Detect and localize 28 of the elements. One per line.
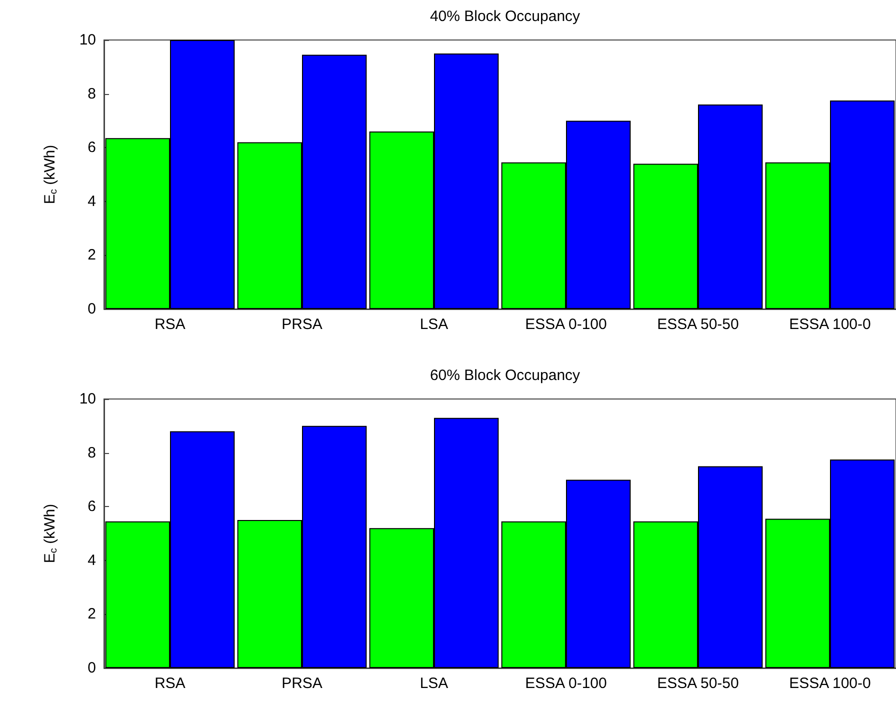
y-axis-title: Ec (kWh) bbox=[42, 504, 60, 564]
y-tick-label: 2 bbox=[88, 606, 96, 623]
x-tick-label: ESSA 100-0 bbox=[789, 675, 871, 692]
y-tick-label: 4 bbox=[88, 192, 96, 210]
y-tick-label: 10 bbox=[79, 32, 96, 48]
x-tick-label: RSA bbox=[154, 675, 186, 692]
y-tick-label: 10 bbox=[79, 390, 96, 408]
y-tick-label: 4 bbox=[88, 552, 96, 569]
y-tick-label: 0 bbox=[88, 300, 96, 318]
y-tick-label: 6 bbox=[88, 139, 96, 156]
y-tick-label: 0 bbox=[88, 660, 96, 676]
x-tick-label: PRSA bbox=[282, 675, 322, 692]
x-tick-label: ESSA 50-50 bbox=[657, 675, 739, 692]
chart-title: 60% Block Occupancy bbox=[430, 367, 581, 384]
x-tick-label: ESSA 50-50 bbox=[657, 316, 739, 333]
y-axis-title: Ec (kWh) bbox=[42, 144, 60, 204]
x-tick-label: ESSA 0-100 bbox=[525, 675, 607, 692]
y-tick-label: 6 bbox=[88, 498, 96, 516]
x-tick-label: ESSA 0-100 bbox=[525, 316, 607, 333]
y-tick-label: 8 bbox=[88, 444, 96, 462]
chart-title: 40% Block Occupancy bbox=[430, 8, 581, 25]
x-tick-label: ESSA 100-0 bbox=[789, 316, 871, 333]
x-tick-label: PRSA bbox=[282, 316, 322, 333]
y-tick-label: 8 bbox=[88, 85, 96, 102]
x-tick-label: LSA bbox=[420, 316, 448, 333]
x-tick-label: RSA bbox=[154, 316, 186, 333]
x-tick-label: LSA bbox=[420, 675, 448, 692]
y-tick-label: 2 bbox=[88, 246, 96, 264]
